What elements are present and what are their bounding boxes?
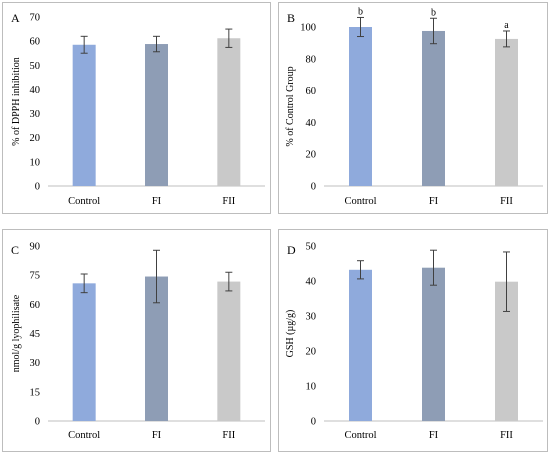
y-tick-label-b-4: 80 [306, 54, 317, 65]
y-tick-label-a-7: 70 [30, 13, 41, 24]
panel-d: D 0 10 20 30 40 50 GSH (µg/g) Control FI FII [278, 229, 548, 452]
y-axis-title-d: GSH (µg/g) [285, 310, 296, 358]
x-category-label-b-0: Control [344, 196, 376, 207]
chart-d-svg: D 0 10 20 30 40 50 GSH (µg/g) Control FI FII [285, 242, 543, 441]
x-category-label-d-0: Control [344, 430, 376, 441]
y-tick-label-c-3: 45 [30, 329, 41, 340]
y-tick-label-d-0: 0 [311, 417, 316, 428]
panel-a: A 0 10 20 30 40 50 60 70 % of DPPH inhibition Cont… [2, 2, 271, 214]
y-tick-label-a-2: 20 [30, 133, 41, 144]
y-tick-label-c-6: 90 [30, 242, 41, 253]
y-tick-label-c-2: 30 [30, 358, 41, 369]
panel-c-letter: C [11, 243, 19, 257]
bar-d-control [349, 269, 372, 421]
bar-b-fi [422, 30, 445, 186]
y-tick-label-c-0: 0 [35, 417, 40, 428]
panel-c: C 0 15 30 45 60 75 90 nmol/g lyophilisate Control… [2, 229, 271, 452]
y-tick-label-a-4: 40 [30, 85, 41, 96]
y-tick-label-b-5: 100 [300, 23, 316, 34]
y-tick-label-b-0: 0 [311, 182, 316, 193]
panel-a-letter: A [11, 11, 20, 25]
x-category-label-d-1: FI [429, 430, 439, 441]
significance-label-b-1: b [431, 7, 436, 18]
bar-b-fii [495, 38, 518, 186]
y-tick-label-a-6: 60 [30, 37, 41, 48]
y-tick-label-d-4: 40 [306, 277, 317, 288]
y-tick-label-d-2: 20 [306, 347, 317, 358]
y-axis-title-b: % of Control Group [285, 66, 296, 146]
y-axis-title-c: nmol/g lyophilisate [11, 294, 22, 372]
y-tick-label-b-2: 40 [306, 118, 317, 129]
x-category-label-b-2: FII [500, 196, 513, 207]
y-tick-label-a-1: 10 [30, 157, 41, 168]
bar-a-fi [145, 44, 168, 186]
bar-c-fii [217, 281, 241, 421]
x-category-label-b-1: FI [429, 196, 439, 207]
y-tick-label-d-3: 30 [306, 312, 317, 323]
y-tick-label-b-1: 20 [306, 150, 317, 161]
x-category-label-a-0: Control [68, 196, 100, 207]
panel-b: B 0 20 40 60 80 100 % of Control Group b Control b… [278, 2, 548, 214]
bar-b-control [349, 27, 372, 186]
y-axis-title-a: % of DPPH inhibition [11, 57, 22, 146]
panel-b-letter: B [287, 11, 295, 25]
y-tick-label-a-3: 30 [30, 109, 41, 120]
x-category-label-a-2: FII [222, 196, 235, 207]
x-category-label-c-1: FI [152, 430, 162, 441]
y-tick-label-c-5: 75 [30, 271, 41, 282]
bar-a-fii [217, 38, 241, 187]
x-category-label-c-2: FII [222, 430, 235, 441]
bar-c-fi [145, 276, 168, 421]
bar-d-fi [422, 267, 445, 421]
x-category-label-a-1: FI [152, 196, 162, 207]
panel-d-letter: D [287, 243, 296, 257]
significance-label-b-2: a [504, 20, 509, 31]
y-tick-label-a-0: 0 [35, 182, 40, 193]
chart-a-svg: A 0 10 20 30 40 50 60 70 % of DPPH inhibition Cont… [11, 11, 265, 207]
y-tick-label-b-3: 60 [306, 86, 317, 97]
significance-label-b-0: b [358, 6, 363, 17]
bar-d-fii [495, 281, 518, 421]
chart-b-svg: B 0 20 40 60 80 100 % of Control Group b Control b… [285, 6, 543, 207]
chart-c-svg: C 0 15 30 45 60 75 90 nmol/g lyophilisate Control… [11, 242, 265, 441]
y-tick-label-a-5: 50 [30, 61, 41, 72]
x-category-label-d-2: FII [500, 430, 513, 441]
y-tick-label-d-5: 50 [306, 242, 317, 253]
bar-c-control [72, 283, 96, 421]
x-category-label-c-0: Control [68, 430, 100, 441]
y-tick-label-d-1: 10 [306, 382, 317, 393]
y-tick-label-c-4: 60 [30, 300, 41, 311]
y-tick-label-c-1: 15 [30, 387, 41, 398]
bar-a-control [72, 44, 96, 187]
